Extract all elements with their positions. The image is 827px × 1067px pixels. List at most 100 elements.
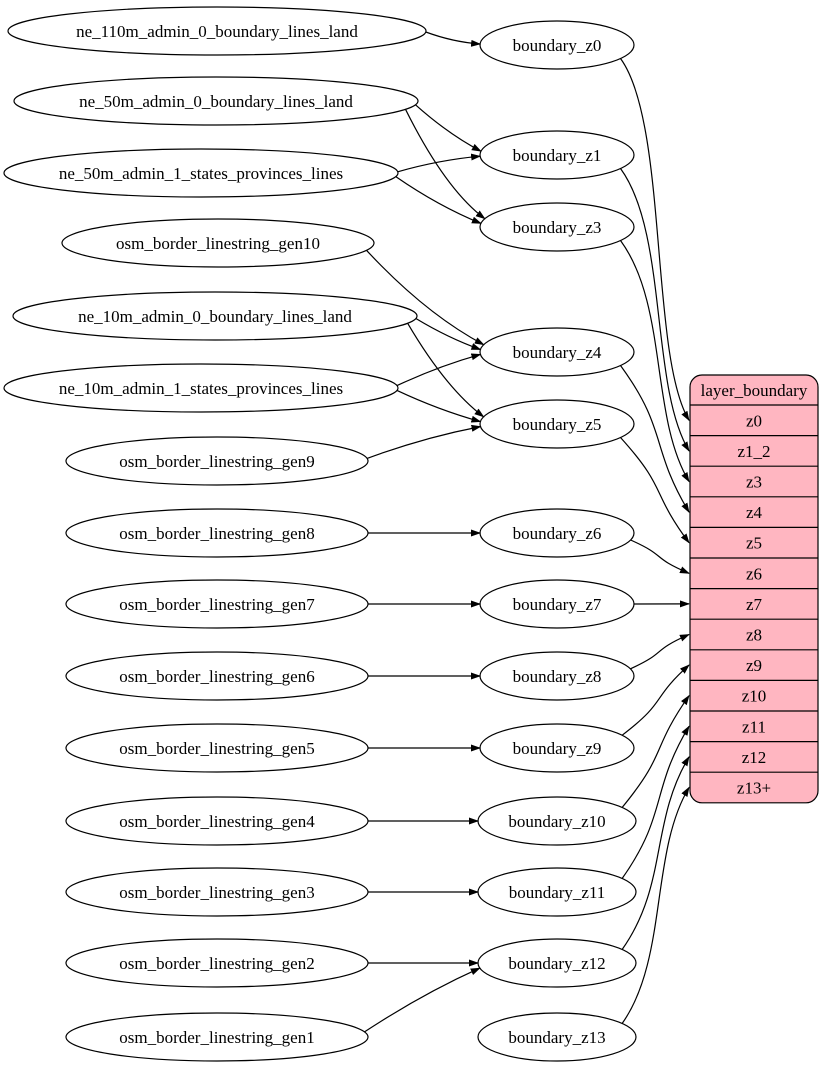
table-row-label: z13+ <box>737 779 771 798</box>
table-row-label: z8 <box>746 626 762 645</box>
source-node-label: osm_border_linestring_gen3 <box>119 883 314 902</box>
edge-ne-50m-admin-1-states-provinces-lines-to-boundary-z1 <box>397 153 482 173</box>
source-node-label: osm_border_linestring_gen5 <box>119 739 314 758</box>
edge-boundary-z4-to-row-z4 <box>620 365 690 513</box>
edge-boundary-z3-to-row-z3 <box>620 240 690 483</box>
source-node-label: osm_border_linestring_gen6 <box>119 667 314 686</box>
transform-node-label: boundary_z13 <box>508 1028 605 1047</box>
table-row-z13: z13+ <box>737 779 771 798</box>
transform-node-boundary-z4: boundary_z4 <box>479 327 635 377</box>
node-ellipse <box>13 76 419 126</box>
edge-ne-10m-admin-0-boundary-lines-land-to-boundary-z5 <box>407 322 485 418</box>
transform-node-label: boundary_z9 <box>513 739 602 758</box>
node-ellipse <box>61 218 375 268</box>
source-node-label: ne_10m_admin_0_boundary_lines_land <box>78 307 352 326</box>
table-row-label: z1_2 <box>737 442 770 461</box>
table-row-z3: z3 <box>746 473 762 492</box>
edge-boundary-z8-to-row-z8 <box>630 633 690 670</box>
transform-node-boundary-z3: boundary_z3 <box>479 202 635 252</box>
source-node-osm-border-linestring-gen9: osm_border_linestring_gen9 <box>65 436 369 486</box>
table-row-z1-2: z1_2 <box>737 442 770 461</box>
source-node-osm-border-linestring-gen6: osm_border_linestring_gen6 <box>65 651 369 701</box>
transform-node-boundary-z8: boundary_z8 <box>479 651 635 701</box>
source-node-ne-50m-admin-0-boundary-lines-land: ne_50m_admin_0_boundary_lines_land <box>13 76 419 126</box>
source-node-osm-border-linestring-gen5: osm_border_linestring_gen5 <box>65 723 369 773</box>
table-header-label: layer_boundary <box>701 381 808 400</box>
transform-node-label: boundary_z4 <box>513 343 602 362</box>
edge-ne-50m-admin-0-boundary-lines-land-to-boundary-z1 <box>415 104 482 152</box>
transform-node-label: boundary_z6 <box>513 524 602 543</box>
source-node-label: osm_border_linestring_gen10 <box>116 234 320 253</box>
edge-boundary-z11-to-row-z11 <box>621 725 690 879</box>
node-ellipse <box>7 6 427 56</box>
edge-boundary-z6-to-row-z6 <box>630 539 690 574</box>
table-row-z10: z10 <box>742 687 767 706</box>
edge-boundary-z13-to-row-z13 <box>621 786 690 1024</box>
transform-node-boundary-z12: boundary_z12 <box>477 938 637 988</box>
table-row-z6: z6 <box>746 564 762 583</box>
node-ellipse <box>479 327 635 377</box>
table-layer-boundary: layer_boundary z0 z1_2 z3 z4 z5 z6 z7 z8 z9 z10 z11… <box>689 374 819 804</box>
table-row-label: z7 <box>746 595 763 614</box>
table-row-z5: z5 <box>746 534 762 553</box>
source-node-osm-border-linestring-gen7: osm_border_linestring_gen7 <box>65 579 369 629</box>
source-node-label: ne_10m_admin_1_states_provinces_lines <box>59 379 343 398</box>
source-node-label: osm_border_linestring_gen4 <box>119 812 315 831</box>
table-row-label: z0 <box>746 411 762 430</box>
transform-node-boundary-z0: boundary_z0 <box>479 20 635 70</box>
transform-node-boundary-z13: boundary_z13 <box>477 1012 637 1062</box>
transform-node-label: boundary_z1 <box>513 146 602 165</box>
transform-node-boundary-z11: boundary_z11 <box>477 867 637 917</box>
edge-boundary-z5-to-row-z5 <box>620 437 690 544</box>
source-node-label: ne_50m_admin_0_boundary_lines_land <box>79 92 353 111</box>
edge-osm-border-linestring-gen1-to-boundary-z12 <box>364 967 481 1033</box>
table-row-label: z11 <box>742 717 766 736</box>
source-node-osm-border-linestring-gen2: osm_border_linestring_gen2 <box>65 938 369 988</box>
table-row-label: z5 <box>746 534 762 553</box>
source-node-label: ne_110m_admin_0_boundary_lines_land <box>76 22 358 41</box>
table-row-label: z12 <box>742 748 767 767</box>
edge-osm-border-linestring-gen10-to-boundary-z4 <box>366 249 485 346</box>
table-row-z7: z7 <box>746 595 763 614</box>
transform-node-label: boundary_z0 <box>513 36 602 55</box>
source-node-label: osm_border_linestring_gen1 <box>119 1028 314 1047</box>
edge-boundary-z12-to-row-z12 <box>621 756 690 950</box>
table-row-label: z6 <box>746 564 762 583</box>
table-row-z11: z11 <box>742 717 766 736</box>
transform-node-label: boundary_z7 <box>513 595 602 614</box>
table-row-z0: z0 <box>746 411 762 430</box>
source-node-osm-border-linestring-gen1: osm_border_linestring_gen1 <box>65 1012 369 1062</box>
source-node-label: osm_border_linestring_gen2 <box>119 954 314 973</box>
transform-node-boundary-z1: boundary_z1 <box>479 130 635 180</box>
transform-node-boundary-z7: boundary_z7 <box>479 579 635 629</box>
transform-node-boundary-z5: boundary_z5 <box>479 399 635 449</box>
source-node-osm-border-linestring-gen10: osm_border_linestring_gen10 <box>61 218 375 268</box>
source-node-ne-10m-admin-0-boundary-lines-land: ne_10m_admin_0_boundary_lines_land <box>12 291 418 341</box>
node-ellipse <box>65 1012 369 1062</box>
table-row-z8: z8 <box>746 626 762 645</box>
node-ellipse <box>12 291 418 341</box>
source-node-label: osm_border_linestring_gen9 <box>119 452 314 471</box>
transform-node-boundary-z6: boundary_z6 <box>479 508 635 558</box>
table-row-z12: z12 <box>742 748 767 767</box>
source-node-ne-50m-admin-1-states-provinces-lines: ne_50m_admin_1_states_provinces_lines <box>3 148 399 198</box>
node-ellipse <box>65 436 369 486</box>
edge-boundary-z9-to-row-z9 <box>621 664 690 736</box>
table-row-z9: z9 <box>746 656 762 675</box>
node-ellipse <box>3 363 399 413</box>
transform-node-label: boundary_z10 <box>508 812 605 831</box>
table-row-label: z3 <box>746 473 762 492</box>
table-row-label: z4 <box>746 503 763 522</box>
table-row-label: z10 <box>742 687 767 706</box>
source-node-label: ne_50m_admin_1_states_provinces_lines <box>59 164 343 183</box>
edge-ne-10m-admin-1-states-provinces-lines-to-boundary-z5 <box>396 389 482 423</box>
edge-osm-border-linestring-gen9-to-boundary-z5 <box>366 424 482 459</box>
source-node-osm-border-linestring-gen3: osm_border_linestring_gen3 <box>65 867 369 917</box>
edge-ne-50m-admin-1-states-provinces-lines-to-boundary-z3 <box>395 176 482 224</box>
source-node-ne-110m-admin-0-boundary-lines-land: ne_110m_admin_0_boundary_lines_land <box>7 6 427 56</box>
edge-boundary-z0-to-row-z0 <box>620 58 690 422</box>
edge-boundary-z1-to-row-z1-2 <box>620 168 690 452</box>
transform-node-label: boundary_z12 <box>508 954 605 973</box>
